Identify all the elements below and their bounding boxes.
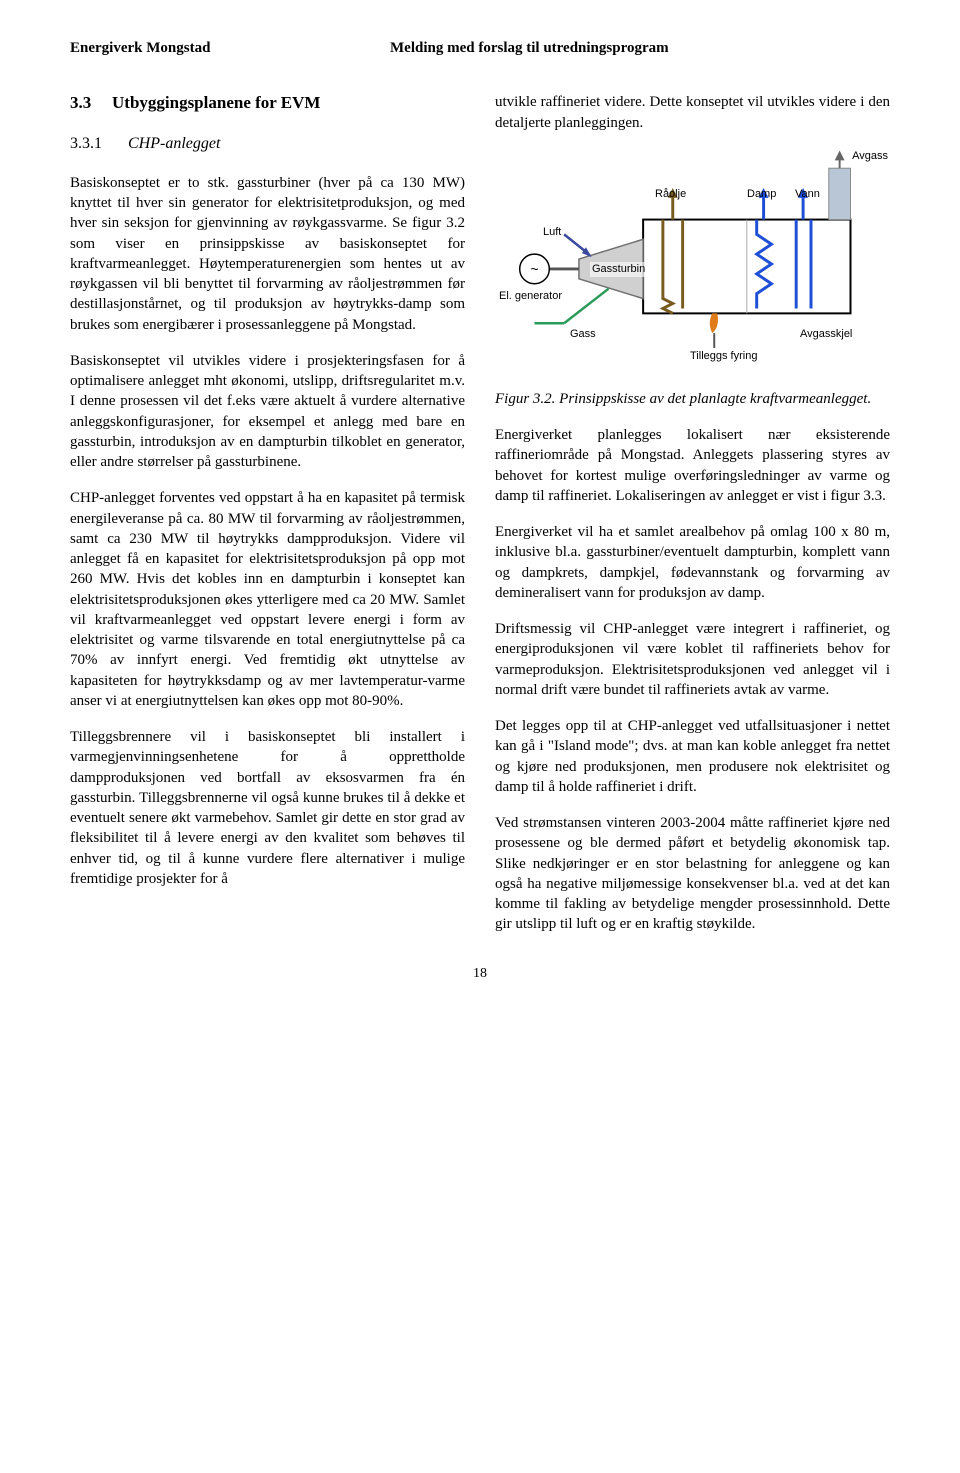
figure-label: Figur 3.2. [495,391,555,407]
page-number: 18 [70,965,890,984]
paragraph: Energiverket vil ha et samlet arealbehov… [495,522,890,603]
section-title: Utbyggingsplanene for EVM [112,93,320,112]
paragraph: Energiverket planlegges lokalisert nær e… [495,425,890,506]
gass-line-icon [564,288,608,323]
figure-caption: Figur 3.2. Prinsippskisse av det planlag… [495,389,890,409]
paragraph: Ved strømstansen vinteren 2003-2004 mått… [495,813,890,935]
paragraph: Det legges opp til at CHP-anlegget ved u… [495,716,890,797]
exhaust-stack-icon [829,168,851,219]
label-luft: Luft [543,225,561,240]
subsection-heading: 3.3.1CHP-anlegget [70,133,465,155]
figure-caption-text: Prinsippskisse av det planlagte kraftvar… [555,391,871,407]
label-elgenerator: El. generator [499,289,562,304]
svg-text:~: ~ [530,261,538,277]
label-vann: Vann [795,187,820,202]
two-column-layout: 3.3Utbyggingsplanene for EVM 3.3.1CHP-an… [70,92,890,934]
chp-diagram-svg: ~ [495,149,890,379]
left-column: 3.3Utbyggingsplanene for EVM 3.3.1CHP-an… [70,92,465,934]
right-column: utvikle raffineriet videre. Dette konsep… [495,92,890,934]
paragraph: CHP-anlegget forventes ved oppstart å ha… [70,488,465,711]
paragraph: Basiskonseptet vil utvikles videre i pro… [70,351,465,473]
label-gass: Gass [570,327,596,342]
label-damp: Damp [747,187,776,202]
label-gassturbin: Gassturbin [590,262,647,277]
label-raolje: Råolje [655,187,686,202]
label-avgass: Avgass [852,149,888,164]
paragraph: utvikle raffineriet videre. Dette konsep… [495,92,890,133]
paragraph: Tilleggsbrennere vil i basiskonseptet bl… [70,727,465,889]
label-avgasskjel: Avgasskjel [800,327,852,342]
paragraph: Basiskonseptet er to stk. gassturbiner (… [70,173,465,335]
label-tilleggsfyring: Tilleggs fyring [690,349,757,364]
subsection-number: 3.3.1 [70,133,128,155]
section-number: 3.3 [70,92,112,115]
section-heading: 3.3Utbyggingsplanene for EVM [70,92,465,115]
header-right: Melding med forslag til utredningsprogra… [390,38,669,58]
header-left: Energiverk Mongstad [70,38,330,58]
page-header: Energiverk Mongstad Melding med forslag … [70,38,890,58]
chp-diagram: ~ Avgass Råolje Damp Vann Luft Gassturbi… [495,149,890,379]
paragraph: Driftsmessig vil CHP-anlegget være integ… [495,619,890,700]
subsection-title: CHP-anlegget [128,135,220,152]
flame-icon [710,313,718,348]
